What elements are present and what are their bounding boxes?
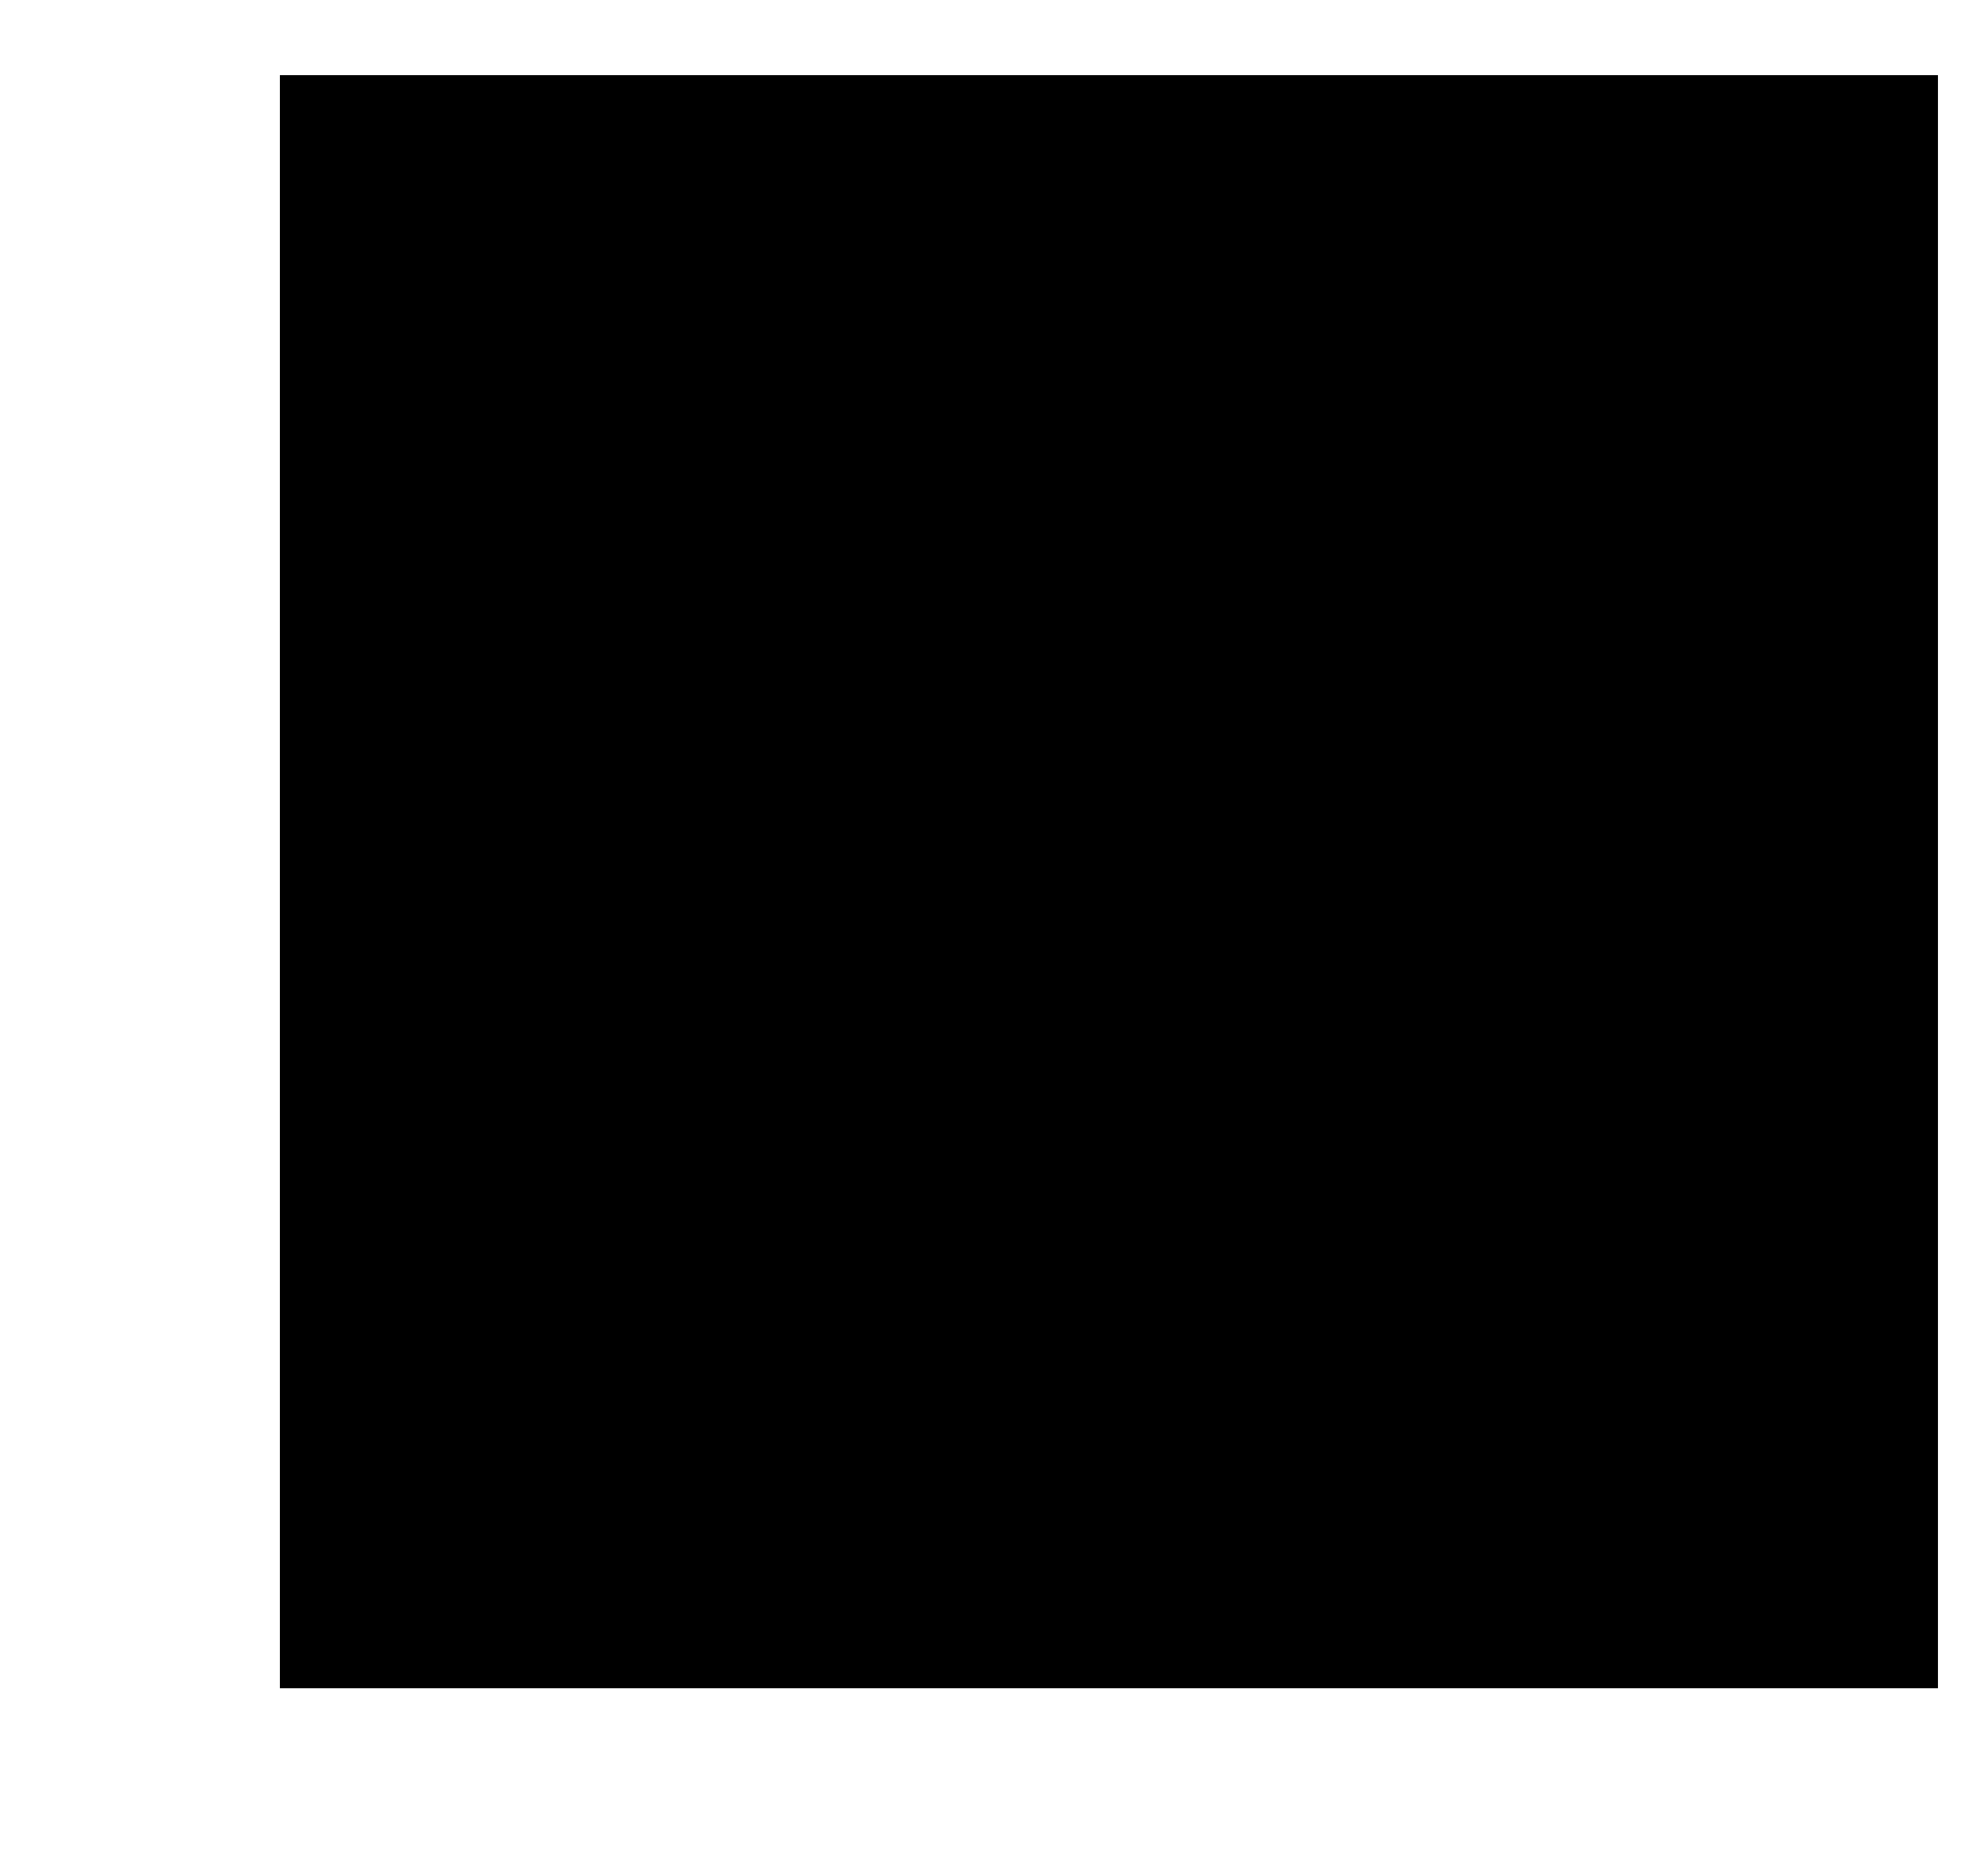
plot-area [280, 75, 1938, 1688]
